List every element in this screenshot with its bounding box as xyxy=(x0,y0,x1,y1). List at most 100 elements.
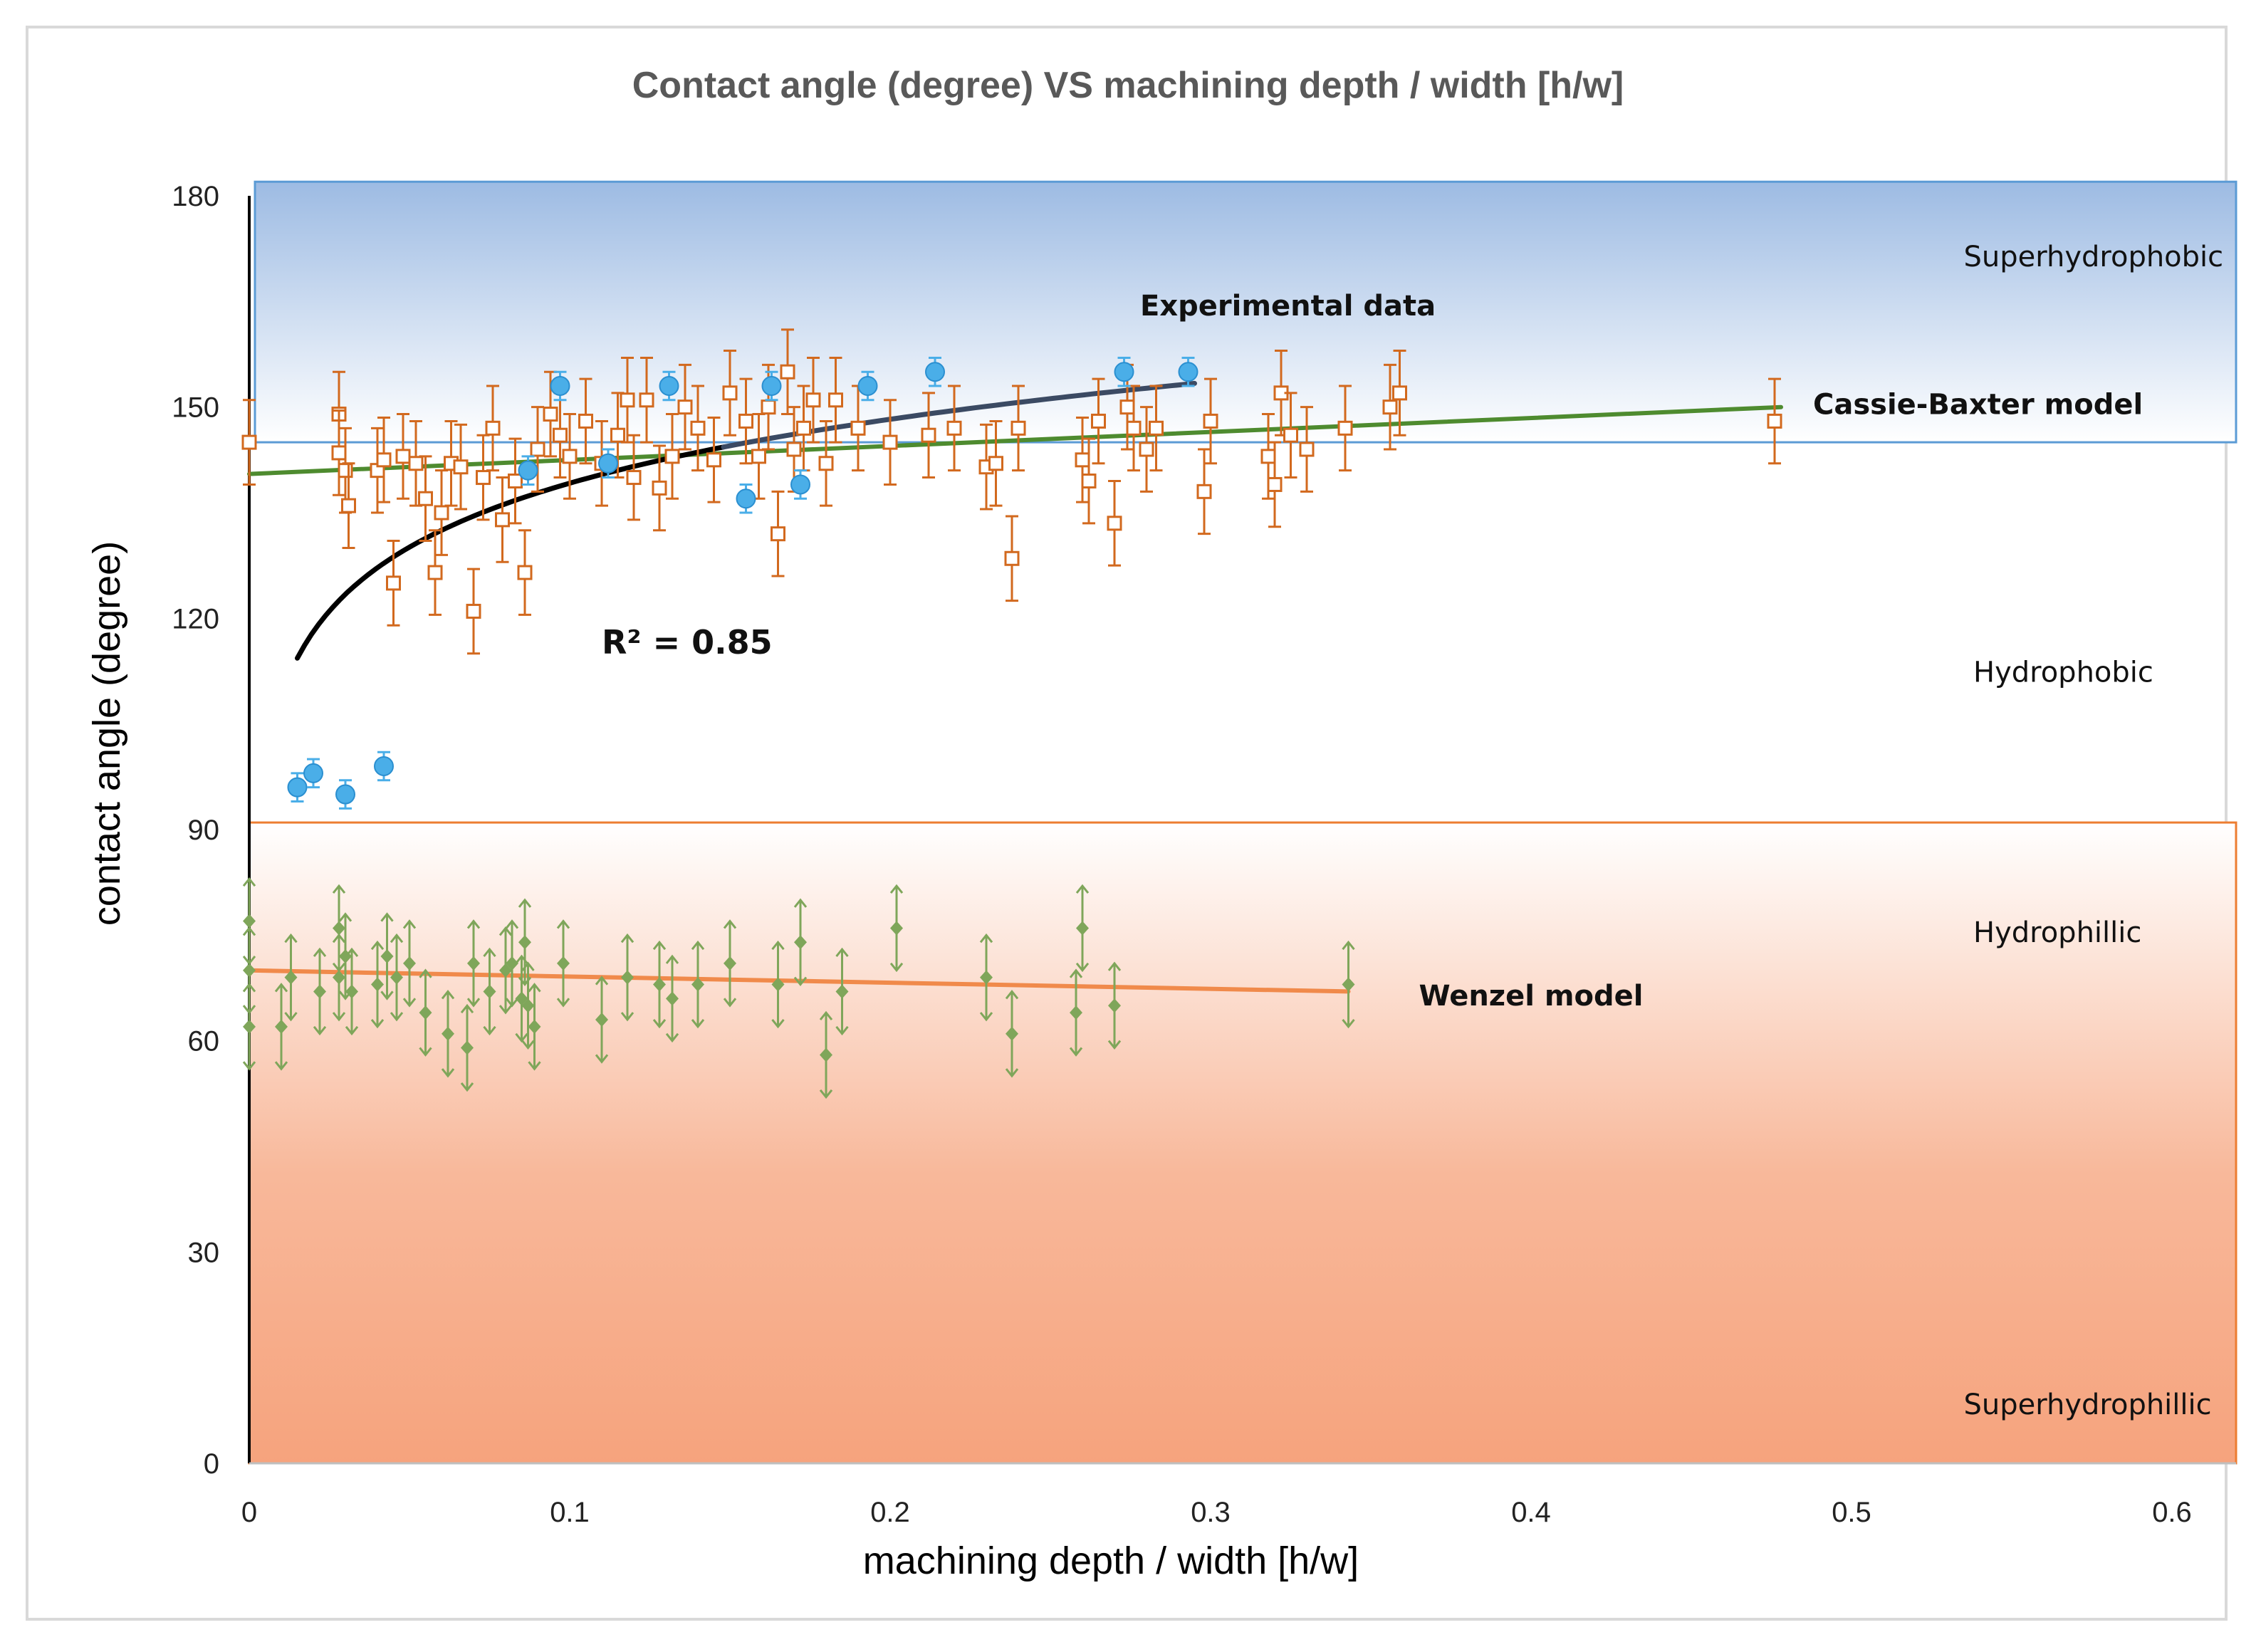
marker-diamond xyxy=(691,977,704,992)
data-point xyxy=(598,448,618,479)
marker-square xyxy=(1149,420,1164,436)
error-cap xyxy=(441,990,455,1000)
data-point xyxy=(528,983,541,1071)
marker-square xyxy=(376,452,392,468)
marker-diamond xyxy=(243,914,256,929)
data-point xyxy=(620,356,635,444)
x-tick-label: 0.4 xyxy=(1511,1497,1551,1528)
marker-square xyxy=(610,427,625,443)
marker-square xyxy=(780,364,795,380)
data-point xyxy=(1267,441,1283,528)
marker-diamond xyxy=(1342,977,1355,992)
error-cap xyxy=(274,1061,288,1071)
regions-layer xyxy=(248,180,2237,1465)
data-point xyxy=(805,356,821,444)
y-tick-label: 30 xyxy=(188,1237,220,1268)
marker-circle xyxy=(925,362,945,382)
marker-diamond xyxy=(666,991,679,1006)
data-point xyxy=(1342,940,1355,1029)
marker-square xyxy=(738,413,753,429)
data-point xyxy=(626,434,642,521)
marker-diamond xyxy=(467,956,480,971)
data-point xyxy=(466,919,481,1008)
data-point xyxy=(819,1010,833,1099)
error-cap xyxy=(652,940,667,951)
marker-circle xyxy=(736,488,756,509)
marker-square xyxy=(1119,399,1135,415)
marker-diamond xyxy=(1076,921,1089,936)
marker-square xyxy=(418,491,433,506)
marker-square xyxy=(1382,399,1398,415)
data-point xyxy=(313,947,327,1036)
error-cap xyxy=(284,933,298,943)
error-cap xyxy=(390,1012,404,1022)
data-point xyxy=(771,940,785,1029)
marker-diamond xyxy=(243,1019,256,1034)
error-cap xyxy=(556,919,570,929)
error-cap xyxy=(284,1012,298,1022)
marker-diamond xyxy=(980,970,993,985)
annotation-label: Wenzel model xyxy=(1419,980,1644,1013)
marker-square xyxy=(761,399,776,415)
data-point xyxy=(402,919,417,1008)
marker-diamond xyxy=(313,984,326,999)
data-point xyxy=(518,898,532,986)
data-point xyxy=(1149,385,1164,472)
error-cap xyxy=(793,976,808,986)
marker-square xyxy=(771,526,785,542)
x-axis-label: machining depth / width [h/w] xyxy=(863,1539,1359,1582)
error-cap xyxy=(313,1025,327,1036)
error-cap xyxy=(332,884,346,894)
marker-square xyxy=(1075,452,1090,468)
marker-square xyxy=(1767,413,1782,429)
marker-square xyxy=(1283,427,1298,443)
data-point xyxy=(303,758,323,789)
error-cap xyxy=(402,919,417,929)
data-point xyxy=(771,490,785,577)
data-point xyxy=(556,919,570,1008)
data-point xyxy=(835,947,849,1036)
marker-diamond xyxy=(653,977,666,992)
marker-square xyxy=(338,463,353,479)
marker-circle xyxy=(857,376,878,396)
y-tick-label: 60 xyxy=(188,1026,220,1057)
error-cap xyxy=(1107,961,1122,971)
y-tick-label: 120 xyxy=(172,603,219,634)
error-cap xyxy=(665,1032,679,1043)
data-point xyxy=(722,350,738,436)
marker-circle xyxy=(1178,362,1198,382)
data-point xyxy=(706,417,721,503)
fit-line xyxy=(295,444,726,661)
marker-diamond xyxy=(461,1040,474,1055)
error-cap xyxy=(505,998,519,1008)
error-cap xyxy=(1069,1047,1083,1057)
x-tick-label: 0.3 xyxy=(1191,1497,1231,1528)
region-label: Superhydrophillic xyxy=(1964,1389,2212,1421)
marker-square xyxy=(796,420,811,436)
error-cap xyxy=(1005,1068,1019,1078)
marker-square xyxy=(562,449,578,464)
marker-circle xyxy=(374,756,394,776)
marker-square xyxy=(1126,420,1142,436)
data-point xyxy=(578,377,593,465)
data-point xyxy=(1069,968,1083,1057)
marker-diamond xyxy=(506,956,518,971)
data-point xyxy=(508,437,523,525)
data-point xyxy=(466,568,481,655)
error-cap xyxy=(665,954,679,964)
points-layer xyxy=(241,328,1782,1099)
marker-square xyxy=(626,470,642,486)
marker-diamond xyxy=(1070,1005,1082,1020)
error-cap xyxy=(652,1018,667,1029)
labels-layer: Superhydrophobic Hydrophobic Hydrophillic S… xyxy=(602,241,2223,1421)
x-tick-label: 0.1 xyxy=(550,1497,590,1528)
marker-square xyxy=(395,449,411,464)
data-point xyxy=(1392,350,1407,436)
marker-square xyxy=(1004,550,1020,566)
error-cap xyxy=(620,933,634,943)
marker-square xyxy=(652,480,667,496)
error-cap xyxy=(1069,968,1083,978)
marker-diamond xyxy=(333,921,345,936)
y-tick-label: 90 xyxy=(188,815,220,846)
